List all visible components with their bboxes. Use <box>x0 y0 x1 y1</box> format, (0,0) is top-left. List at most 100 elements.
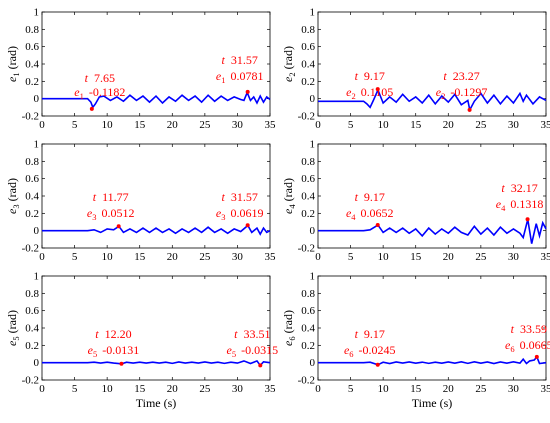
annotation-t-symbol: t <box>221 190 225 204</box>
y-label-unit: (rad) <box>5 46 19 69</box>
annotation-error-value: -0.1182 <box>89 85 126 99</box>
y-tick-label: 0 <box>34 357 40 369</box>
annotation-time-value: 12.20 <box>105 327 132 341</box>
x-tick-label: 15 <box>410 251 422 263</box>
y-label-unit: (rad) <box>5 310 19 333</box>
y-tick-label: 0.8 <box>25 24 39 36</box>
peak-marker <box>245 223 250 228</box>
x-tick-label: 5 <box>72 251 78 263</box>
y-tick-label: 0.8 <box>25 288 39 300</box>
annotation-time-value: 11.77 <box>102 190 129 204</box>
annotation-t-symbol: t <box>501 181 505 195</box>
y-label-subscript: 1 <box>11 72 21 76</box>
annotation-time: t 32.17 <box>501 181 537 195</box>
y-axis-label: e3 (rad) <box>5 178 21 214</box>
annotation-time-value: 9.17 <box>364 327 385 341</box>
annotation-t-symbol: t <box>95 327 99 341</box>
y-tick-label: 0.6 <box>25 173 39 185</box>
peak-marker <box>467 107 472 112</box>
x-tick-label: 5 <box>72 119 78 131</box>
annotation-e-subscript: 5 <box>93 349 97 359</box>
x-tick-label: 5 <box>348 383 354 395</box>
annotation-error-value: -0.0245 <box>359 343 396 357</box>
y-tick-label: 0.4 <box>25 323 39 335</box>
annotation-time-value: 7.65 <box>94 71 115 85</box>
annotation-e-symbol: e <box>216 69 222 83</box>
series-line-e2 <box>318 87 547 113</box>
annotation-time-value: 33.59 <box>520 322 547 336</box>
x-tick-label: 10 <box>102 119 114 131</box>
x-tick-label: 15 <box>410 383 422 395</box>
x-tick-label: 15 <box>134 251 146 263</box>
y-tick-label: 0.6 <box>25 41 39 53</box>
panel-e5: 0 5 10 15 20 25 30 35-0.200.20.40.60.81e5(rad)t… <box>5 271 278 411</box>
annotation-e-symbol: e <box>216 206 222 220</box>
annotation-e-symbol: e <box>87 206 93 220</box>
y-axis-label: e1 (rad) <box>5 46 21 82</box>
annotation-time-value: 23.27 <box>453 69 480 83</box>
annotation-time: t 33.59 <box>511 322 547 336</box>
x-tick-label: 5 <box>348 251 354 263</box>
x-tick-label: 25 <box>199 383 211 395</box>
panel-e2: 0 5 10 15 20 25 30 35-0.200.20.40.60.81e2(rad)t… <box>281 7 550 132</box>
x-tick-label: 35 <box>265 383 277 395</box>
annotation-time: t 31.57 <box>221 190 257 204</box>
x-tick-label: 30 <box>232 119 244 131</box>
plot-frame <box>317 143 547 249</box>
x-tick-label: 20 <box>443 251 455 263</box>
annotation-error: e6 -0.0245 <box>344 343 396 359</box>
y-tick-label: -0.2 <box>22 243 39 255</box>
annotation-e-symbol: e <box>227 343 233 357</box>
annotation-time: t 11.77 <box>93 190 129 204</box>
y-tick-label: 0.2 <box>25 340 39 352</box>
annotation-error-value: 0.0652 <box>361 206 394 220</box>
peak-marker <box>258 363 263 368</box>
annotation-error: e3 0.0512 <box>87 206 135 222</box>
annotation-error: e1 -0.1182 <box>74 85 125 101</box>
x-tick-label: 0 <box>315 251 321 263</box>
x-tick-label: 10 <box>378 251 390 263</box>
annotation-e-subscript: 1 <box>221 75 225 85</box>
annotation-t-symbol: t <box>355 69 359 83</box>
annotation-error: e4 0.0652 <box>346 206 394 222</box>
y-tick-label: 0.6 <box>25 305 39 317</box>
peak-marker <box>375 362 380 367</box>
x-tick-label: 30 <box>232 251 244 263</box>
y-label-subscript: 4 <box>287 204 297 209</box>
y-tick-label: 1 <box>310 139 316 151</box>
peak-marker <box>375 223 380 228</box>
y-tick-label: -0.2 <box>298 375 315 387</box>
annotation-time-value: 9.17 <box>364 69 385 83</box>
y-tick-label: 0.8 <box>301 288 315 300</box>
annotation-error-value: 0.0781 <box>230 69 263 83</box>
x-tick-label: 20 <box>167 251 179 263</box>
y-tick-label: 0.4 <box>301 59 315 71</box>
annotation-t-symbol: t <box>355 327 359 341</box>
annotation-t-symbol: t <box>85 71 89 85</box>
y-tick-label: 0.4 <box>25 191 39 203</box>
panel-e1: 0 5 10 15 20 25 30 35-0.200.20.40.60.81e1(rad)t… <box>5 7 276 132</box>
y-label-subscript: 3 <box>11 204 21 208</box>
x-tick-label: 35 <box>541 119 550 131</box>
y-tick-label: 0.2 <box>25 208 39 220</box>
y-tick-label: 0 <box>310 93 316 105</box>
annotation-e-symbol: e <box>344 343 350 357</box>
annotation-time-value: 32.17 <box>511 181 538 195</box>
peak-marker <box>525 217 530 222</box>
peak-marker <box>534 354 539 359</box>
annotation-time-value: 9.17 <box>364 190 385 204</box>
y-label-subscript: 6 <box>287 336 297 340</box>
annotation-e-subscript: 1 <box>80 91 84 101</box>
y-tick-label: 1 <box>34 271 40 283</box>
y-tick-label: 0.2 <box>25 76 39 88</box>
annotation-time-value: 31.57 <box>231 190 258 204</box>
annotation-e-symbol: e <box>88 343 94 357</box>
y-tick-label: 1 <box>310 271 316 283</box>
x-tick-label: 25 <box>199 119 211 131</box>
annotation-error: e3 0.0619 <box>216 206 264 222</box>
annotation-e-subscript: 3 <box>92 212 96 222</box>
peak-marker <box>245 89 250 94</box>
y-axis-label: e5 (rad) <box>5 310 21 346</box>
x-tick-label: 25 <box>199 251 211 263</box>
y-label-subscript: 2 <box>287 72 297 76</box>
